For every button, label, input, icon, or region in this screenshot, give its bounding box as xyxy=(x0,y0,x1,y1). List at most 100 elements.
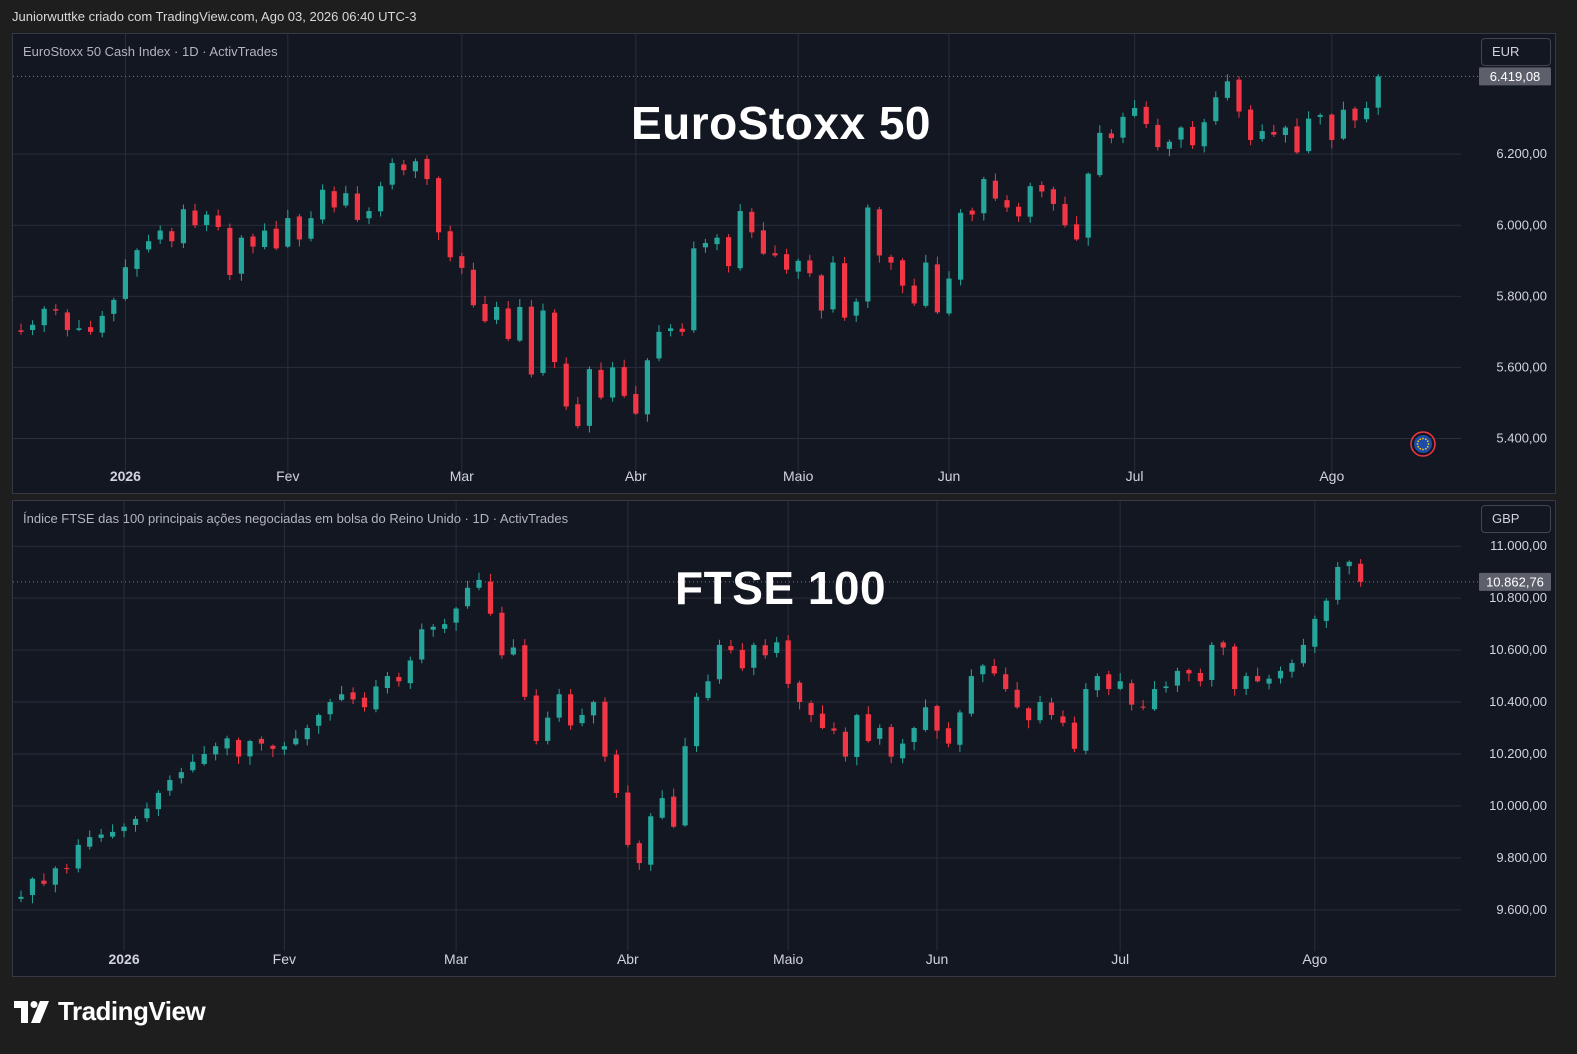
candle-body xyxy=(818,275,824,311)
candle-body xyxy=(1243,676,1249,689)
candle-body xyxy=(517,306,523,341)
x-tick-label: Jul xyxy=(1111,951,1129,967)
candle-body xyxy=(636,843,642,864)
candles xyxy=(18,559,1364,904)
candle-body xyxy=(1039,185,1045,192)
candle-body xyxy=(88,327,94,332)
candle-body xyxy=(18,896,24,899)
candle-body xyxy=(146,241,152,250)
candle-body xyxy=(522,645,528,697)
y-tick-label: 6.200,00 xyxy=(1496,146,1547,161)
candles xyxy=(18,74,1381,433)
candle-body xyxy=(482,303,488,322)
candle-body xyxy=(1050,189,1056,204)
candle-body xyxy=(1236,79,1242,112)
candle-body xyxy=(476,579,482,588)
candle-body xyxy=(1197,673,1203,682)
candle-body xyxy=(247,741,253,757)
candle-body xyxy=(842,263,848,318)
candle-body xyxy=(726,237,732,267)
ftse-currency-button[interactable]: GBP xyxy=(1481,505,1551,533)
candle-body xyxy=(75,844,81,869)
candle-body xyxy=(1306,118,1312,152)
last-price-tag xyxy=(1479,67,1551,86)
candle-body xyxy=(339,694,345,700)
candle-body xyxy=(155,792,161,810)
eurostoxx-title: EuroStoxx 50 xyxy=(631,97,931,149)
candle-body xyxy=(180,209,186,244)
candle-body xyxy=(784,254,790,270)
candle-body xyxy=(350,692,356,700)
tradingview-logo-icon xyxy=(14,1000,49,1023)
candle-body xyxy=(980,665,986,675)
y-tick-label: 10.200,00 xyxy=(1489,746,1547,761)
candle-body xyxy=(1048,702,1055,716)
candle-body xyxy=(442,624,448,629)
candle-body xyxy=(705,681,711,698)
candle-body xyxy=(911,285,917,304)
candle-body xyxy=(1224,81,1230,98)
x-tick-label: 2026 xyxy=(108,951,139,967)
candle-body xyxy=(865,207,871,302)
x-tick-label: Fev xyxy=(276,468,299,484)
candle-body xyxy=(401,164,407,171)
candle-body xyxy=(1335,566,1341,600)
candle-body xyxy=(304,728,310,740)
candle-body xyxy=(1375,76,1381,108)
candle-body xyxy=(1003,674,1009,690)
candle-body xyxy=(1201,122,1207,147)
candle-body xyxy=(679,328,685,332)
candle-body xyxy=(876,209,882,256)
y-tick-label: 9.600,00 xyxy=(1496,902,1547,917)
candle-body xyxy=(1220,642,1226,648)
candle-body xyxy=(273,228,279,249)
candle-body xyxy=(53,309,59,311)
candle-body xyxy=(250,236,256,247)
candle-body xyxy=(1062,204,1068,226)
candle-body xyxy=(389,163,395,185)
candle-body xyxy=(99,315,105,333)
candle-body xyxy=(1083,689,1089,751)
candle-body xyxy=(1085,173,1091,238)
chart-pane-eurostoxx[interactable]: 6.200,00 6.000,00 5.800,00 5.600,00 5.400,00… xyxy=(12,33,1556,494)
candle-body xyxy=(656,331,662,359)
candle-body xyxy=(621,367,627,396)
eurostoxx-currency-button[interactable]: EUR xyxy=(1481,38,1551,66)
candle-body xyxy=(934,264,940,313)
candle-body xyxy=(343,193,349,206)
candle-body xyxy=(361,697,368,708)
x-tick-label: Mar xyxy=(444,951,468,967)
candle-body xyxy=(270,745,276,749)
y-tick-label: 11.000,00 xyxy=(1490,538,1547,553)
ftse-chart-canvas[interactable]: 11.000,00 10.800,00 10.600,00 10.400,00 10.2… xyxy=(13,501,1556,977)
candle-body xyxy=(762,645,768,656)
candle-body xyxy=(648,816,654,865)
candle-body xyxy=(865,714,871,741)
y-tick-label: 5.800,00 xyxy=(1496,288,1547,303)
candle-body xyxy=(1277,670,1284,679)
candle-body xyxy=(331,191,337,208)
candle-body xyxy=(1129,683,1135,705)
candle-body xyxy=(1151,689,1158,710)
candle-body xyxy=(1317,115,1323,117)
candle-body xyxy=(41,880,47,884)
chart-pane-ftse[interactable]: 11.000,00 10.800,00 10.600,00 10.400,00 10.2… xyxy=(12,500,1556,977)
candle-body xyxy=(772,253,778,256)
candle-body xyxy=(494,306,500,320)
candle-body xyxy=(877,728,883,739)
eurostoxx-chart-canvas[interactable]: 6.200,00 6.000,00 5.800,00 5.600,00 5.400,00… xyxy=(13,34,1556,494)
tradingview-brand[interactable]: TradingView xyxy=(14,996,206,1027)
x-tick-label: Maio xyxy=(783,468,814,484)
candle-body xyxy=(447,231,453,258)
candle-body xyxy=(215,215,221,228)
candle-body xyxy=(602,701,608,757)
candle-body xyxy=(316,715,322,726)
eu-flag-icon[interactable] xyxy=(1410,431,1436,457)
candle-body xyxy=(586,369,592,426)
y-tick-label: 10.600,00 xyxy=(1489,642,1547,657)
candle-body xyxy=(671,796,677,827)
last-price-tag xyxy=(1479,572,1551,591)
candle-body xyxy=(714,237,720,245)
chart-header-text: Juniorwuttke criado com TradingView.com,… xyxy=(12,9,417,24)
candle-body xyxy=(854,715,860,757)
